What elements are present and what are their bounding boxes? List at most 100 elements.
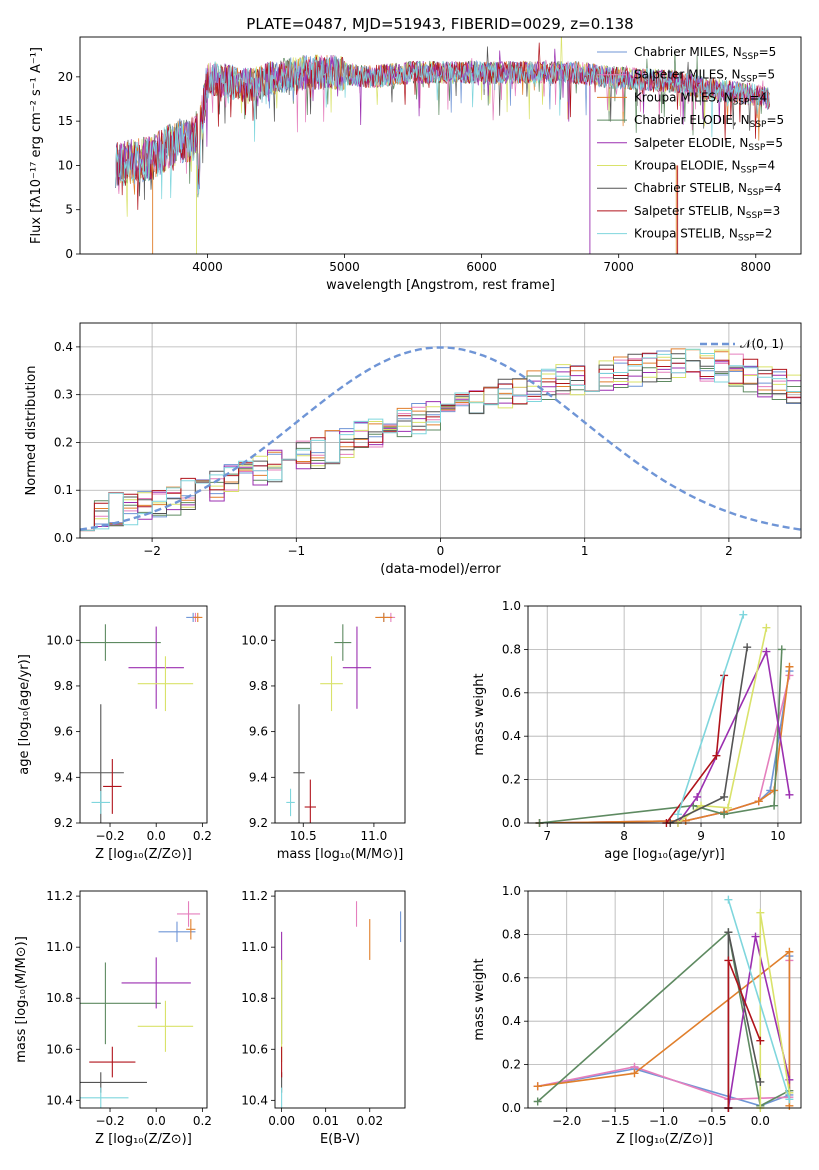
x-tick-label: 0.01	[312, 1114, 339, 1128]
histogram-4	[80, 361, 801, 538]
x-tick-label: 0.00	[268, 1114, 295, 1128]
mass-vs-ebv-panel: 0.00 0.01 0.02 10.4 10.6 10.8 11.0 11.2 E(B-V)	[241, 889, 406, 1147]
histogram-1	[80, 353, 801, 538]
weight-marker-8	[673, 810, 682, 819]
gaussian-curve	[80, 346, 801, 531]
x-tick-label: 0.0	[751, 1114, 770, 1128]
weight-marker-7	[712, 751, 721, 760]
y-tick-label: 0.0	[502, 816, 521, 830]
weight-line-8	[677, 614, 745, 815]
weight-marker-2	[785, 662, 794, 671]
y-tick-label: 0.8	[502, 927, 521, 941]
weight-vs-age-panel: 7 8 9 10 0.0 0.2 0.4 0.6 0.8 1.0 age [log₁₀(age/yr…	[472, 599, 802, 862]
weight-marker-3	[777, 645, 786, 654]
x-axis-label: age [log₁₀(age/yr)]	[604, 847, 725, 862]
y-tick-label: 0.2	[502, 1058, 521, 1072]
axes-frame	[527, 605, 802, 824]
x-tick-label: −0.2	[95, 829, 124, 843]
x-tick-label: 8	[620, 829, 628, 843]
legend-entry: Salpeter STELIB, NSSP=3	[634, 204, 780, 221]
x-tick-label: 0.2	[193, 829, 212, 843]
y-tick-label: 10.0	[241, 633, 268, 647]
y-tick-label: 9.6	[249, 725, 268, 739]
weight-marker-4	[693, 792, 702, 801]
y-axis-label: mass weight	[472, 958, 487, 1040]
y-tick-label: 9.2	[54, 816, 73, 830]
histogram-7	[80, 352, 801, 538]
x-tick-label: 4000	[192, 260, 223, 274]
legend-entry: Chabrier STELIB, NSSP=4	[634, 181, 782, 198]
weight-line-5	[759, 912, 791, 1108]
x-tick-label: 2	[725, 544, 733, 558]
y-tick-label: 0.2	[54, 435, 73, 449]
weight-marker-6	[756, 1077, 765, 1086]
y-tick-label: 0	[65, 247, 73, 261]
weight-marker-2	[630, 1069, 639, 1078]
mass-vs-metallicity-panel: −0.2 0.0 0.2 10.4 10.6 10.8 11.0 11.2 Z [log₁₀(Z…	[14, 889, 212, 1147]
x-tick-label: 9	[697, 829, 705, 843]
x-tick-label: 0.0	[147, 1114, 166, 1128]
axes-frame	[274, 890, 406, 1109]
x-axis-label: Z [log₁₀(Z/Z⊙)]	[95, 847, 192, 862]
weight-marker-3	[533, 1097, 542, 1106]
axes-frame	[79, 605, 208, 824]
weight-marker-8	[785, 1095, 794, 1104]
weight-line-2	[537, 950, 791, 1106]
y-tick-label: 0.3	[54, 388, 73, 402]
weight-marker-5	[762, 623, 771, 632]
y-axis-label: mass weight	[472, 673, 487, 755]
x-axis-label: Z [log₁₀(Z/Z⊙)]	[616, 1132, 713, 1147]
x-tick-label: 0	[437, 544, 445, 558]
age-vs-mass-panel: 10.5 11.0 9.2 9.4 9.6 9.8 10.0 mass [log₁₀(M/M⊙…	[241, 605, 406, 862]
y-tick-label: 0.0	[54, 531, 73, 545]
y-tick-label: 0.0	[502, 1101, 521, 1115]
y-tick-label: 10.4	[241, 1093, 268, 1107]
x-tick-label: −0.2	[95, 1114, 124, 1128]
legend-entry: Kroupa MILES, NSSP=4	[634, 90, 767, 107]
x-tick-label: 6000	[466, 260, 497, 274]
weight-line-5	[677, 627, 768, 823]
y-tick-label: 9.6	[54, 725, 73, 739]
spectrum-panel: 4000 5000 6000 7000 8000 0 5 10 15 20 wavelength […	[29, 36, 802, 293]
x-axis-label: E(B-V)	[320, 1132, 360, 1147]
x-tick-label: 5000	[329, 260, 360, 274]
legend-entry: Salpeter MILES, NSSP=5	[634, 68, 775, 85]
x-tick-label: −0.5	[697, 1114, 726, 1128]
weight-marker-8	[739, 610, 748, 619]
x-tick-label: 7	[543, 829, 551, 843]
weight-line-4	[677, 648, 791, 823]
x-tick-label: −1	[287, 544, 305, 558]
x-axis-label: wavelength [Angstrom, rest frame]	[326, 278, 555, 293]
y-tick-label: 0.4	[502, 729, 521, 743]
x-tick-label: −1.0	[649, 1114, 678, 1128]
x-tick-label: 0.02	[356, 1114, 383, 1128]
y-tick-label: 11.0	[241, 940, 268, 954]
y-axis-label: Flux [fλ10⁻¹⁷ erg cm⁻² s⁻¹ A⁻¹]	[29, 47, 44, 244]
x-axis-label: Z [log₁₀(Z/Z⊙)]	[95, 1132, 192, 1147]
y-tick-label: 10.6	[46, 1042, 73, 1056]
axes-frame	[527, 890, 802, 1109]
weight-marker-2	[533, 1082, 542, 1091]
x-tick-label: 7000	[603, 260, 634, 274]
age-vs-metallicity-panel: −0.2 0.0 0.2 9.2 9.4 9.6 9.8 10.0 Z [log₁₀(Z/Z⊙)…	[17, 605, 212, 862]
weight-line-7	[727, 960, 762, 1108]
weight-line-6	[669, 647, 748, 823]
weight-marker-3	[770, 801, 779, 810]
histogram-8	[80, 348, 801, 538]
y-tick-label: 9.4	[54, 770, 73, 784]
x-tick-label: −1.5	[601, 1114, 630, 1128]
weight-marker-4	[751, 932, 760, 941]
weight-line-8	[727, 899, 791, 1100]
y-tick-label: 20	[58, 70, 73, 84]
weight-marker-6	[724, 928, 733, 937]
legend-entry: Salpeter ELODIE, NSSP=5	[634, 136, 783, 153]
x-tick-label: −2	[143, 544, 161, 558]
y-tick-label: 10.4	[46, 1093, 73, 1107]
y-tick-label: 10.6	[241, 1042, 268, 1056]
weight-marker-3	[720, 810, 729, 819]
y-tick-label: 5	[65, 203, 73, 217]
axes-frame	[79, 36, 802, 255]
axes-frame	[79, 322, 802, 539]
axes-frame	[79, 890, 208, 1109]
legend-entry: Kroupa ELODIE, NSSP=4	[634, 159, 775, 176]
